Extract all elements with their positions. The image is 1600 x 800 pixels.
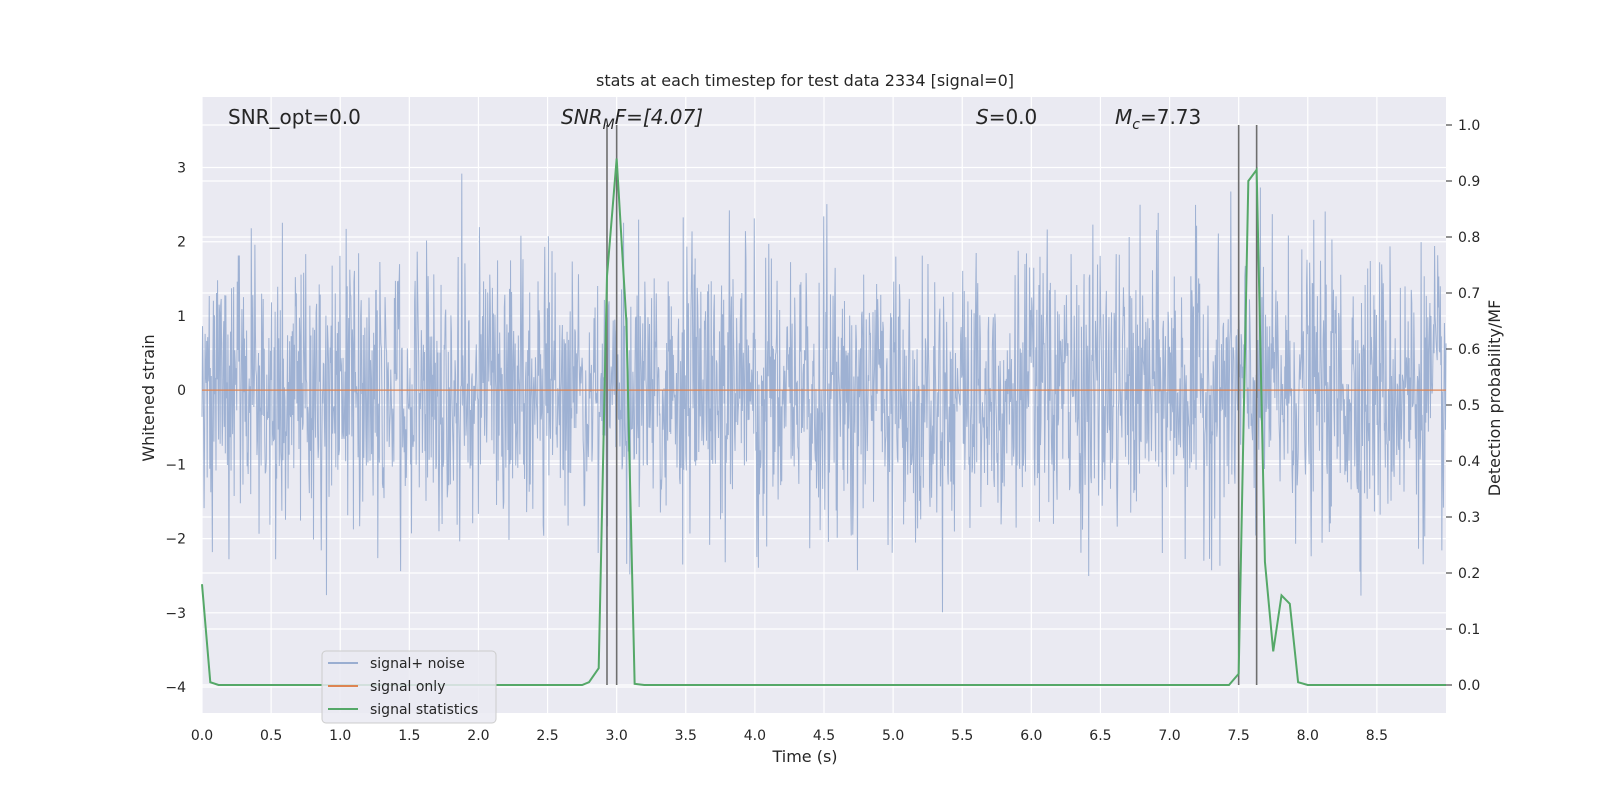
x-tick-label: 2.5 — [536, 728, 558, 744]
annotation-s-rest: =0.0 — [989, 105, 1038, 129]
x-tick-label: 3.0 — [606, 728, 628, 744]
x-tick-label: 8.5 — [1366, 728, 1388, 744]
y-right-tick-label: 0.7 — [1458, 286, 1480, 302]
chart-title: stats at each timestep for test data 233… — [596, 71, 1014, 90]
annotation-snr-mf-rest: F=[4.07] — [615, 105, 703, 129]
legend-label-signal-statistics: signal statistics — [370, 702, 478, 718]
y-right-tick-label: 0.3 — [1458, 510, 1480, 526]
annotation-s-main: S — [976, 105, 989, 129]
y-left-tick-labels: 3 2 1 0 −1 −2 −3 −4 — [165, 161, 186, 697]
x-tick-label: 6.5 — [1089, 728, 1111, 744]
y-right-axis-label: Detection probability/MF — [1485, 300, 1504, 497]
annotation-mc-sub: c — [1132, 117, 1140, 133]
legend-label-signal-noise: signal+ noise — [370, 656, 465, 672]
x-tick-label: 3.5 — [675, 728, 697, 744]
y-right-tick-labels: 1.0 0.9 0.8 0.7 0.6 0.5 0.4 0.3 0.2 0.1 0.0 — [1446, 118, 1480, 694]
annotation-snr-opt: SNR_opt=0.0 — [228, 105, 361, 129]
x-tick-label: 8.0 — [1297, 728, 1319, 744]
x-tick-label: 2.0 — [467, 728, 489, 744]
y-left-tick-label: 0 — [177, 383, 186, 399]
y-right-tick-label: 0.9 — [1458, 174, 1480, 190]
y-right-tick-label: 1.0 — [1458, 118, 1480, 134]
annotation-snr-mf: SNRMF=[4.07] — [561, 105, 703, 133]
y-right-tick-label: 0.5 — [1458, 398, 1480, 414]
x-tick-labels: 0.0 0.5 1.0 1.5 2.0 2.5 3.0 3.5 4.0 4.5 5.0 5.5 6.0 6… — [191, 728, 1388, 744]
x-tick-label: 7.0 — [1158, 728, 1180, 744]
annotation-mc-main: M — [1115, 105, 1132, 129]
annotation-snr-mf-main: SNR — [561, 105, 603, 129]
legend: signal+ noise signal only signal statist… — [321, 650, 497, 724]
y-right-tick-label: 0.1 — [1458, 622, 1480, 638]
y-right-tick-label: 0.2 — [1458, 566, 1480, 582]
y-left-tick-label: −2 — [165, 532, 186, 548]
x-tick-label: 1.0 — [329, 728, 351, 744]
x-tick-label: 5.5 — [951, 728, 973, 744]
x-axis-label: Time (s) — [771, 747, 837, 766]
x-tick-label: 7.5 — [1228, 728, 1250, 744]
x-tick-label: 4.5 — [813, 728, 835, 744]
x-tick-label: 6.0 — [1020, 728, 1042, 744]
x-tick-label: 4.0 — [744, 728, 766, 744]
y-right-tick-label: 0.4 — [1458, 454, 1480, 470]
legend-box — [321, 650, 497, 724]
y-left-tick-label: 2 — [177, 235, 186, 251]
y-right-tick-label: 0.8 — [1458, 230, 1480, 246]
y-left-tick-label: −4 — [165, 680, 186, 696]
y-left-tick-label: −3 — [165, 606, 186, 622]
annotation-s: S=0.0 — [976, 105, 1037, 129]
y-left-tick-label: 3 — [177, 161, 186, 177]
y-left-tick-label: 1 — [177, 309, 186, 325]
x-tick-label: 1.5 — [398, 728, 420, 744]
x-tick-label: 0.5 — [260, 728, 282, 744]
annotation-snr-mf-sub: M — [603, 117, 615, 133]
legend-label-signal-only: signal only — [370, 679, 445, 695]
vertical-markers — [606, 125, 1258, 685]
x-tick-label: 0.0 — [191, 728, 213, 744]
annotation-mc: Mc=7.73 — [1115, 105, 1201, 133]
y-left-tick-label: −1 — [165, 457, 186, 473]
annotation-mc-rest: =7.73 — [1140, 105, 1201, 129]
x-tick-label: 5.0 — [882, 728, 904, 744]
y-right-tick-label: 0.6 — [1458, 342, 1480, 358]
y-left-axis-label: Whitened strain — [139, 334, 158, 461]
y-right-tick-label: 0.0 — [1458, 678, 1480, 694]
